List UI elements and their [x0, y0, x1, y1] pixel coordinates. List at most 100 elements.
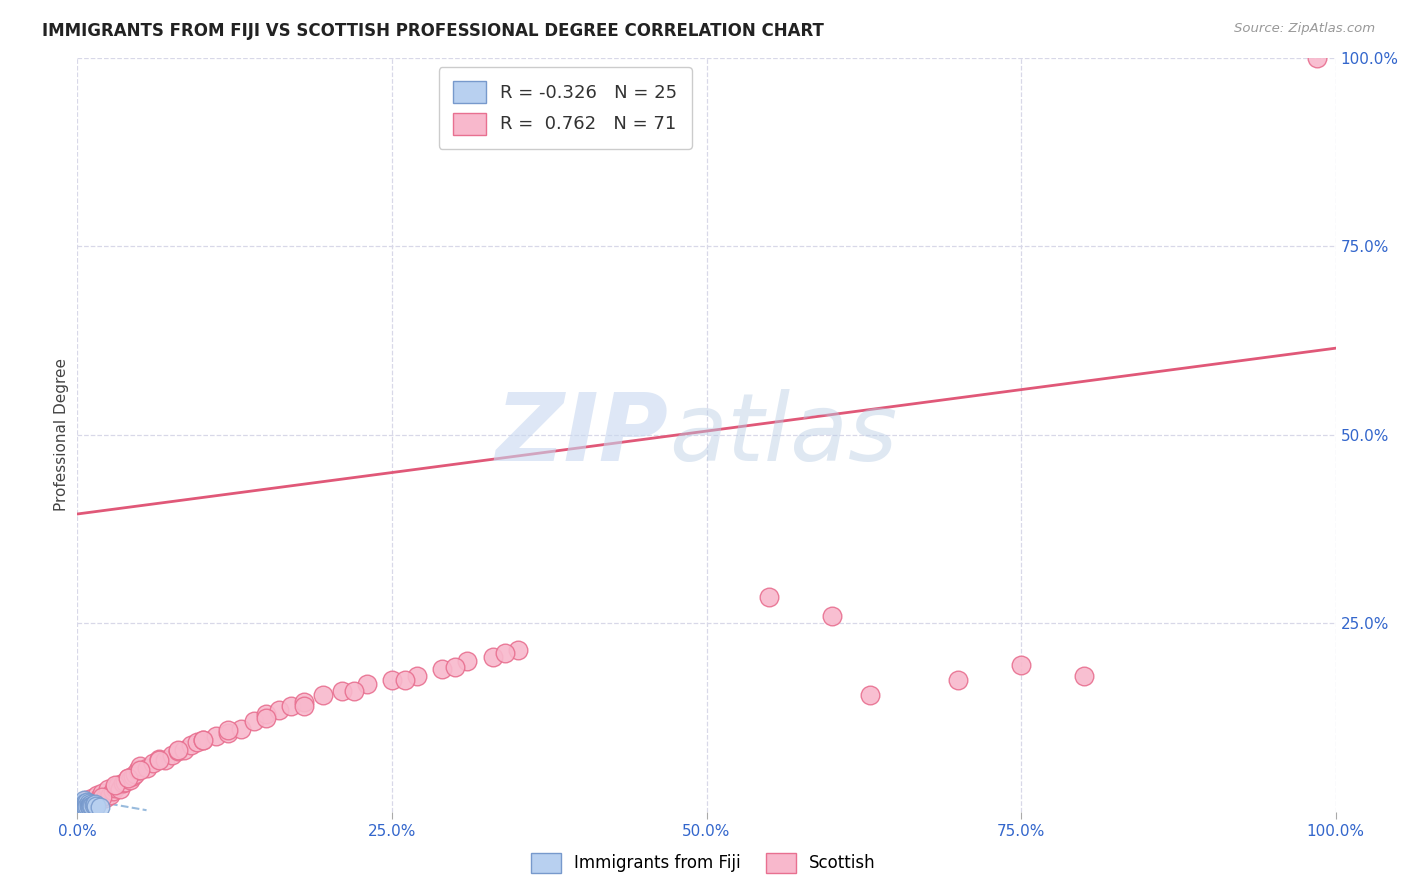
Point — [75, 800, 97, 814]
Point — [77, 799, 100, 814]
Point — [82, 791, 104, 805]
Point — [129, 759, 152, 773]
Point — [506, 642, 529, 657]
Point — [1010, 657, 1032, 672]
Point — [73, 799, 96, 814]
Point — [117, 771, 139, 785]
Point — [217, 723, 239, 738]
Point — [444, 660, 467, 674]
Point — [72, 798, 94, 813]
Point — [167, 743, 190, 757]
Point — [127, 764, 149, 778]
Point — [292, 695, 315, 709]
Point — [76, 798, 98, 813]
Point — [67, 798, 90, 813]
Text: ZIP: ZIP — [496, 389, 669, 481]
Point — [330, 684, 353, 698]
Point — [456, 654, 478, 668]
Point — [70, 797, 93, 812]
Point — [117, 771, 139, 785]
Point — [821, 608, 844, 623]
Point — [155, 754, 177, 768]
Point — [859, 688, 882, 702]
Point — [83, 798, 105, 813]
Point — [292, 699, 315, 714]
Point — [242, 714, 264, 729]
Legend: Immigrants from Fiji, Scottish: Immigrants from Fiji, Scottish — [524, 847, 882, 880]
Point — [343, 684, 366, 698]
Point — [120, 773, 142, 788]
Point — [114, 774, 136, 789]
Point — [280, 699, 302, 714]
Point — [107, 778, 129, 792]
Point — [73, 796, 96, 810]
Point — [191, 733, 215, 747]
Text: atlas: atlas — [669, 389, 897, 481]
Point — [101, 783, 124, 797]
Point — [84, 792, 107, 806]
Point — [173, 743, 195, 757]
Point — [432, 661, 454, 675]
Text: IMMIGRANTS FROM FIJI VS SCOTTISH PROFESSIONAL DEGREE CORRELATION CHART: IMMIGRANTS FROM FIJI VS SCOTTISH PROFESS… — [42, 22, 824, 40]
Point — [142, 756, 165, 770]
Point — [94, 791, 117, 805]
Point — [948, 673, 970, 687]
Point — [79, 797, 101, 812]
Point — [84, 799, 107, 814]
Point — [91, 786, 114, 800]
Point — [75, 797, 97, 812]
Legend: R = -0.326   N = 25, R =  0.762   N = 71: R = -0.326 N = 25, R = 0.762 N = 71 — [439, 67, 692, 149]
Point — [758, 590, 780, 604]
Point — [167, 744, 190, 758]
Point — [111, 776, 134, 790]
Point — [160, 748, 183, 763]
Point — [267, 703, 290, 717]
Point — [148, 754, 170, 768]
Point — [77, 797, 100, 811]
Point — [148, 752, 170, 766]
Point — [204, 730, 226, 744]
Point — [254, 706, 277, 721]
Point — [89, 789, 111, 804]
Point — [129, 764, 152, 778]
Point — [356, 676, 378, 690]
Point — [83, 797, 105, 812]
Point — [91, 789, 114, 804]
Y-axis label: Professional Degree: Professional Degree — [53, 359, 69, 511]
Point — [70, 799, 93, 814]
Point — [72, 796, 94, 810]
Point — [180, 739, 202, 753]
Point — [96, 782, 118, 797]
Point — [104, 780, 127, 795]
Point — [191, 733, 215, 747]
Point — [69, 801, 91, 815]
Point — [217, 725, 239, 739]
Point — [394, 673, 416, 687]
Point — [79, 800, 101, 814]
Point — [84, 797, 107, 812]
Point — [72, 797, 94, 812]
Point — [481, 650, 503, 665]
Point — [124, 767, 146, 781]
Point — [121, 768, 143, 782]
Point — [98, 788, 121, 802]
Point — [494, 647, 516, 661]
Point — [1306, 51, 1329, 65]
Point — [135, 761, 157, 775]
Point — [79, 796, 101, 810]
Point — [89, 800, 111, 814]
Point — [229, 722, 252, 736]
Point — [82, 798, 104, 813]
Point — [108, 782, 131, 797]
Text: Source: ZipAtlas.com: Source: ZipAtlas.com — [1234, 22, 1375, 36]
Point — [104, 778, 127, 792]
Point — [76, 795, 98, 809]
Point — [72, 793, 94, 807]
Point — [75, 793, 97, 807]
Point — [80, 797, 103, 812]
Point — [186, 735, 208, 749]
Point — [80, 799, 103, 814]
Point — [86, 788, 108, 802]
Point — [72, 797, 94, 812]
Point — [1073, 669, 1095, 683]
